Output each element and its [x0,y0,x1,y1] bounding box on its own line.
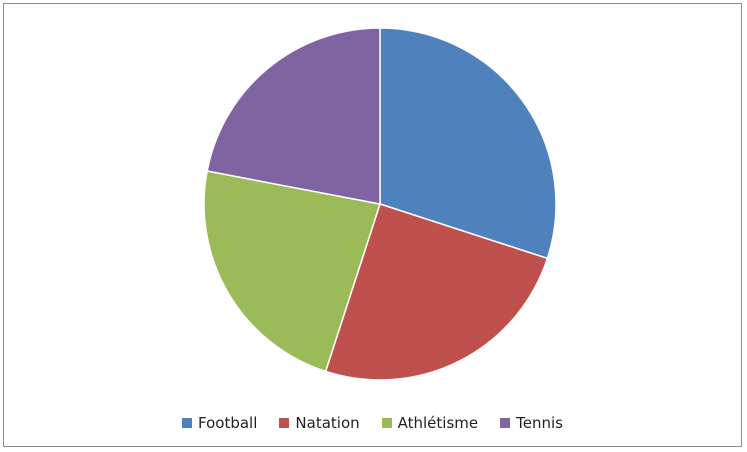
legend-swatch-football [182,418,193,428]
legend-swatch-tennis [500,418,511,428]
legend: Football Natation Athlétisme Tennis [4,414,741,432]
pie-slice-athletisme [203,170,381,373]
pie-slice-tennis [206,27,381,205]
legend-item-natation: Natation [279,414,360,432]
legend-item-tennis: Tennis [500,414,563,432]
legend-swatch-athletisme [381,418,392,428]
legend-item-athletisme: Athlétisme [381,414,479,432]
legend-item-football: Football [182,414,257,432]
legend-label-football: Football [198,414,258,432]
chart-frame: Football Natation Athlétisme Tennis [3,3,742,447]
pie-slice-football [379,27,557,260]
legend-label-tennis: Tennis [516,414,563,432]
legend-label-natation: Natation [295,414,360,432]
pie-slice-natation [324,203,549,381]
legend-label-athletisme: Athlétisme [397,414,479,432]
pie-chart [203,27,557,381]
legend-swatch-natation [279,418,290,428]
